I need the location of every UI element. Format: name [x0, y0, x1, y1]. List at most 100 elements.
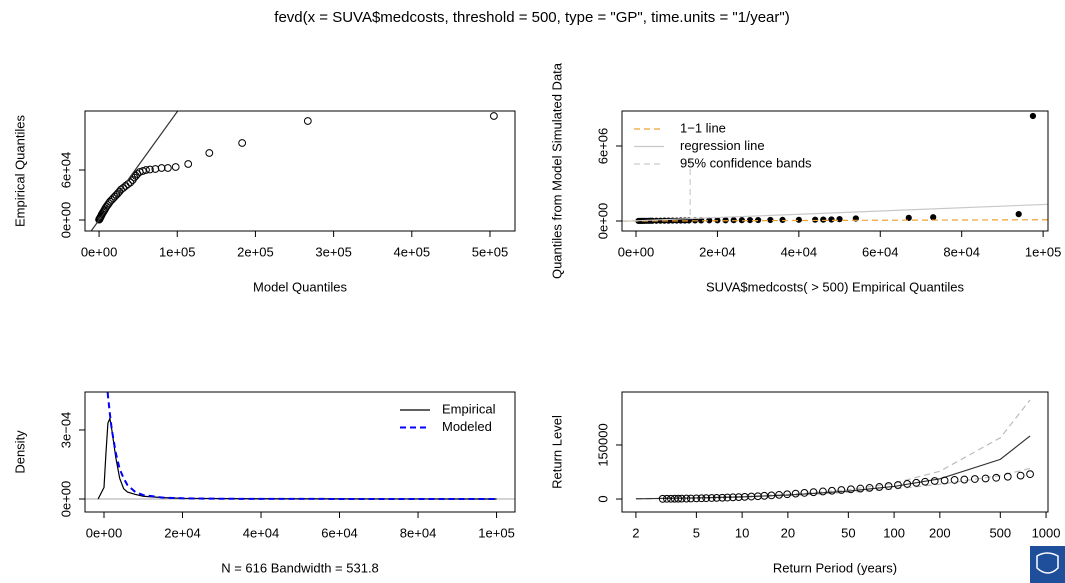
x-tick-label: 20 — [781, 525, 795, 540]
point — [205, 149, 214, 157]
x-tick-label: 4e+05 — [394, 244, 431, 259]
point — [795, 216, 802, 223]
x-tick-label: 6e+04 — [321, 525, 358, 540]
point — [702, 494, 711, 503]
point — [1029, 112, 1037, 120]
point — [1026, 470, 1034, 479]
x-tick-label: 6e+04 — [862, 244, 899, 259]
reference-line — [622, 219, 1048, 222]
y-axis-title: Empirical Quantiles — [12, 115, 27, 227]
point — [658, 494, 667, 503]
plot-area — [622, 112, 1048, 225]
plot-frame — [84, 391, 516, 513]
panel: 2 5 10 20 50 100 200 500 1000 0 150000 Return Perio… — [549, 391, 1061, 575]
x-tick-label: 4e+04 — [243, 525, 280, 540]
x-tick-label: 2e+04 — [699, 244, 736, 259]
x-tick-label: 1000 — [1032, 525, 1061, 540]
point — [718, 493, 727, 502]
point — [828, 216, 835, 223]
panel: 0e+00 2e+04 4e+04 6e+04 8e+04 1e+05 0e+00 6e+06… — [549, 62, 1061, 294]
point — [171, 163, 180, 171]
point — [921, 477, 930, 486]
point — [692, 494, 701, 503]
x-tick-label: 200 — [929, 525, 951, 540]
x-tick-label: 100 — [883, 525, 905, 540]
point — [128, 176, 137, 184]
figure-title: fevd(x = SUVA$medcosts, threshold = 500,… — [274, 9, 789, 26]
x-axis-title: Model Quantiles — [253, 279, 347, 294]
point — [820, 216, 827, 223]
y-tick-label: 6e+04 — [58, 152, 73, 189]
point — [894, 481, 902, 489]
y-tick-label: 6e+06 — [595, 128, 610, 165]
panel: 0e+00 2e+04 4e+04 6e+04 8e+04 1e+05 0e+00 3e−04… — [12, 391, 516, 575]
logo — [1030, 546, 1065, 583]
plot-frame — [84, 110, 516, 232]
y-axis-title: Return Level — [549, 415, 564, 489]
point — [667, 494, 675, 503]
point — [734, 493, 743, 502]
x-tick-label: 500 — [989, 525, 1011, 540]
point — [783, 490, 792, 499]
x-tick-label: 8e+04 — [943, 244, 980, 259]
point — [145, 165, 154, 174]
point — [812, 216, 819, 223]
point — [779, 216, 786, 223]
point — [912, 478, 921, 487]
plot-area — [635, 399, 1034, 503]
x-tick-label: 0e+00 — [81, 244, 118, 259]
point — [856, 484, 865, 493]
point — [875, 483, 884, 491]
x-tick-label: 4e+04 — [781, 244, 818, 259]
point — [960, 475, 969, 484]
point — [723, 493, 732, 502]
point — [746, 217, 754, 224]
point — [682, 494, 691, 503]
point — [686, 494, 695, 503]
point — [905, 214, 912, 221]
point — [836, 216, 843, 223]
x-tick-label: 50 — [841, 525, 855, 540]
point — [674, 494, 683, 503]
legend-label: 1−1 line — [680, 120, 726, 135]
point — [677, 494, 686, 503]
point — [163, 164, 172, 172]
plot-frame — [621, 391, 1049, 513]
reference-line — [90, 111, 179, 231]
point — [940, 476, 949, 485]
point — [184, 160, 193, 168]
point — [930, 214, 937, 221]
plot-area — [85, 392, 515, 500]
legend-label: regression line — [680, 138, 765, 153]
point — [489, 112, 498, 120]
point — [950, 476, 959, 484]
point — [992, 473, 1001, 482]
reference-line — [622, 203, 1048, 222]
x-tick-label: 8e+04 — [400, 525, 437, 540]
x-tick-label: 1e+05 — [159, 244, 196, 259]
x-tick-label: 2 — [632, 525, 639, 540]
point — [1003, 472, 1012, 481]
plot-area — [90, 111, 498, 231]
point — [903, 479, 912, 488]
point — [707, 494, 716, 502]
point — [238, 139, 247, 147]
point — [884, 482, 893, 490]
y-tick-label: 3e−04 — [58, 412, 73, 449]
point — [95, 215, 103, 224]
point — [981, 474, 990, 483]
x-tick-label: 3e+05 — [315, 244, 352, 259]
x-axis-title: SUVA$medcosts( > 500) Empirical Quantile… — [706, 279, 965, 294]
point — [1015, 211, 1022, 218]
point — [767, 491, 776, 500]
y-tick-label: 0e+00 — [58, 202, 73, 239]
y-tick-label: 0e+00 — [58, 481, 73, 518]
y-tick-label: 150000 — [595, 423, 610, 466]
x-tick-label: 0e+00 — [618, 244, 655, 259]
point — [970, 475, 979, 483]
x-tick-label: 1e+05 — [1025, 244, 1062, 259]
point — [775, 490, 783, 499]
plot-frame — [621, 110, 1049, 232]
